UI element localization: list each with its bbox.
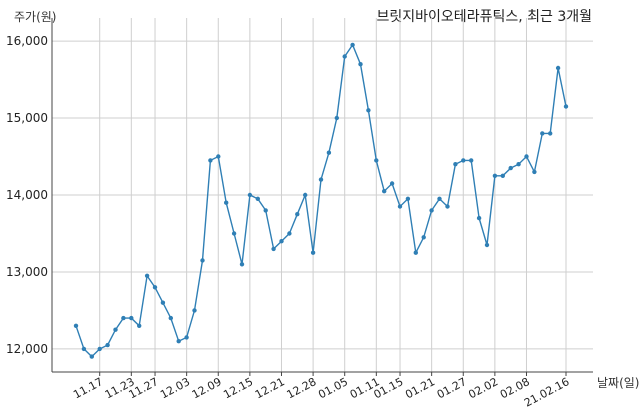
- y-tick-label: 16,000: [6, 34, 48, 48]
- y-axis-label: 주가(원): [14, 10, 57, 24]
- data-point: [247, 192, 253, 198]
- data-point: [421, 235, 426, 240]
- data-point: [484, 242, 490, 248]
- data-point: [137, 323, 142, 328]
- data-point: [413, 250, 418, 255]
- data-point: [453, 162, 458, 167]
- data-point: [184, 335, 189, 340]
- data-point: [208, 158, 213, 163]
- data-point: [200, 258, 205, 263]
- data-point: [524, 154, 529, 159]
- chart-title: 브릿지바이오테라퓨틱스, 최근 3개월: [376, 9, 592, 25]
- data-point: [532, 169, 537, 175]
- data-point: [492, 173, 498, 178]
- data-point: [358, 61, 363, 67]
- data-point: [129, 315, 134, 321]
- data-point: [263, 208, 268, 213]
- data-point: [89, 354, 95, 359]
- data-point: [500, 173, 505, 178]
- data-point: [508, 165, 513, 171]
- data-point: [168, 315, 173, 321]
- y-tick-label: 12,000: [6, 342, 48, 356]
- x-tick-label: 01.27: [435, 375, 469, 401]
- data-point: [216, 154, 221, 159]
- data-point: [350, 42, 355, 48]
- data-point: [239, 262, 245, 267]
- data-point: [405, 196, 411, 201]
- y-tick-label: 15,000: [6, 111, 48, 125]
- data-point: [461, 158, 466, 163]
- x-tick-label: 02.02: [466, 375, 500, 401]
- data-point: [326, 150, 332, 155]
- x-tick-label: 01.21: [403, 375, 437, 401]
- data-point: [374, 158, 379, 163]
- series-line: [75, 43, 567, 358]
- data-point: [516, 162, 521, 167]
- data-point: [113, 327, 118, 332]
- y-tick-label: 13,000: [6, 265, 48, 279]
- data-point: [563, 104, 569, 109]
- data-point: [310, 250, 316, 255]
- x-tick-label: 11.17: [71, 375, 105, 401]
- data-point: [555, 65, 561, 71]
- data-point: [437, 196, 442, 201]
- data-point: [287, 231, 292, 236]
- x-tick-label: 12.28: [285, 375, 319, 401]
- data-point: [445, 204, 450, 209]
- data-point: [176, 339, 181, 344]
- x-axis-label: 날짜(일): [597, 376, 640, 390]
- data-point: [160, 300, 166, 305]
- data-point: [192, 308, 197, 313]
- data-point: [271, 246, 276, 252]
- x-tick-label: 12.09: [190, 375, 224, 401]
- data-point: [342, 54, 347, 59]
- data-point: [97, 346, 102, 352]
- x-tick-label: 12.21: [253, 375, 287, 401]
- data-point: [105, 342, 110, 348]
- data-point: [73, 323, 79, 328]
- data-point: [231, 231, 237, 236]
- data-point: [382, 189, 387, 194]
- data-point: [318, 177, 324, 182]
- data-point: [540, 131, 545, 136]
- data-point: [295, 212, 300, 217]
- data-point: [224, 200, 229, 205]
- data-point: [121, 315, 126, 321]
- x-tick-label: 12.15: [221, 375, 255, 401]
- data-point: [389, 181, 395, 186]
- x-tick-label: 01.05: [316, 375, 350, 401]
- data-point: [476, 215, 482, 221]
- data-point: [469, 158, 474, 163]
- data-point: [279, 239, 284, 244]
- y-tick-label: 14,000: [6, 188, 48, 202]
- data-point: [144, 273, 150, 278]
- data-point: [81, 346, 87, 352]
- data-point: [334, 115, 339, 121]
- data-point: [152, 285, 158, 290]
- x-tick-label: 21.02.16: [522, 375, 571, 409]
- data-point: [366, 108, 371, 113]
- data-point: [429, 208, 434, 213]
- data-point: [255, 196, 260, 201]
- x-tick-label: 12.03: [158, 375, 192, 401]
- data-point: [397, 204, 403, 209]
- data-point: [548, 131, 553, 136]
- data-point: [303, 192, 308, 198]
